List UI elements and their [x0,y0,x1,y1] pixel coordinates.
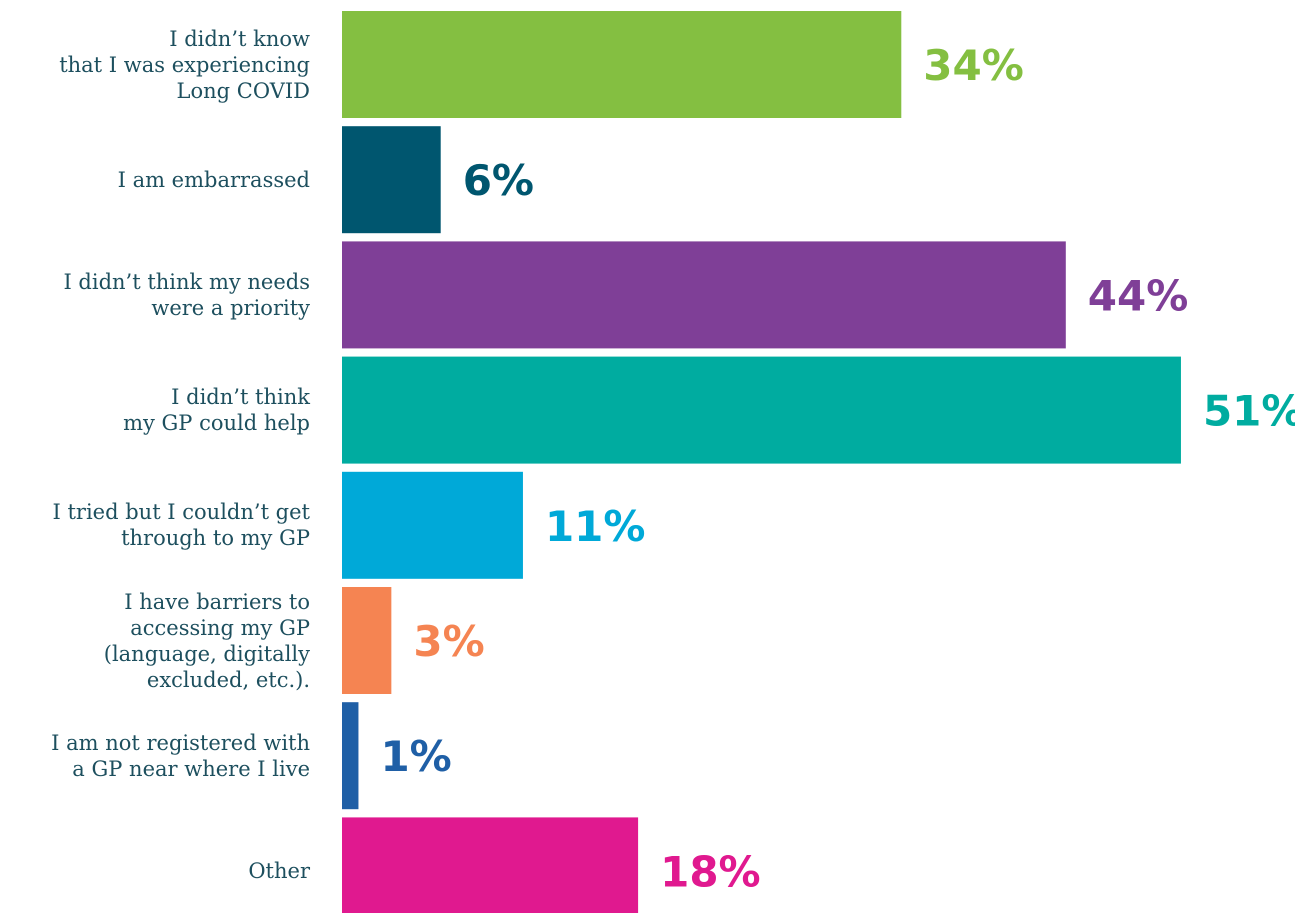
category-label: I am not registered with a GP near where… [51,730,310,781]
bar [342,471,523,579]
category-label: I didn’t think my GP could help [123,385,310,436]
category-label: Other [248,858,310,883]
bar [342,817,639,913]
value-label: 44% [1088,271,1189,320]
category-label: I didn’t think my needs were a priority [63,269,310,320]
category-label: I didn’t know that I was experiencing Lo… [59,26,310,103]
bar [342,702,359,810]
value-label: 1% [380,732,451,781]
value-label: 51% [1203,387,1295,436]
bar [342,241,1066,349]
value-label: 34% [923,41,1024,90]
category-label: I have barriers to accessing my GP (lang… [103,589,310,692]
bar [342,11,902,118]
category-label: I am embarrassed [117,167,310,192]
category-label: I tried but I couldn’t get through to my… [52,500,310,551]
value-label: 3% [413,617,484,666]
bar [342,356,1181,464]
value-label: 6% [463,156,534,205]
value-label: 11% [545,502,646,551]
bar [342,587,392,694]
value-label: 18% [660,847,761,896]
bar [342,126,441,234]
